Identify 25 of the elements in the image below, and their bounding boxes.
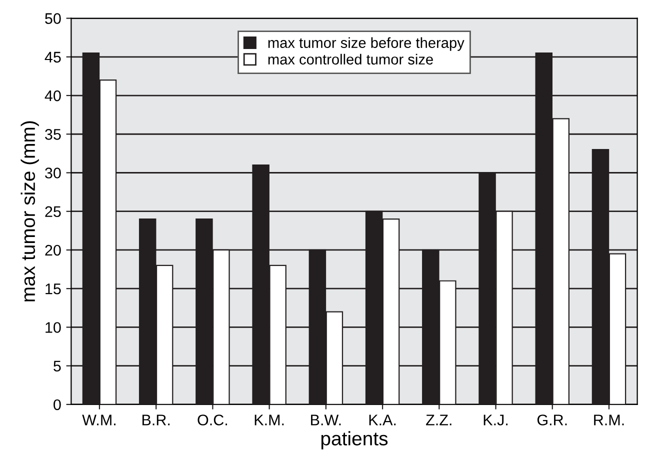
y-tick-label: 40 [44, 90, 61, 102]
legend-label: max tumor size before therapy [268, 37, 464, 51]
x-tick-label: R.M. [594, 414, 624, 426]
y-tick-label: 25 [45, 206, 61, 218]
y-tick-label: 50 [45, 13, 61, 24]
x-tick-label: W.M. [82, 414, 116, 426]
x-tick-label: K.M. [254, 414, 284, 426]
x-tick-label: O.C. [198, 414, 228, 426]
x-tick-label: B.R. [142, 414, 170, 426]
y-tick-label: 30 [45, 168, 61, 178]
y-axis-title: max tumor size (mm) [20, 121, 39, 302]
y-tick-label: 35 [45, 128, 61, 140]
y-tick-label: 45 [44, 52, 61, 63]
y-tick-label: 10 [46, 322, 61, 333]
y-tick-label: 0 [54, 399, 61, 410]
y-tick-label: 15 [46, 284, 61, 294]
legend-label: max controlled tumor size [268, 54, 433, 65]
y-tick-label: 20 [45, 244, 61, 256]
x-tick-label: Z.Z. [426, 414, 452, 426]
x-tick-label: B.W. [311, 414, 341, 426]
x-tick-label: K.A. [369, 414, 396, 426]
x-tick-label: K.J. [484, 414, 508, 426]
x-tick-label: G.R. [537, 414, 567, 426]
x-axis-title: patients [321, 431, 388, 450]
y-tick-label: 5 [54, 360, 61, 372]
